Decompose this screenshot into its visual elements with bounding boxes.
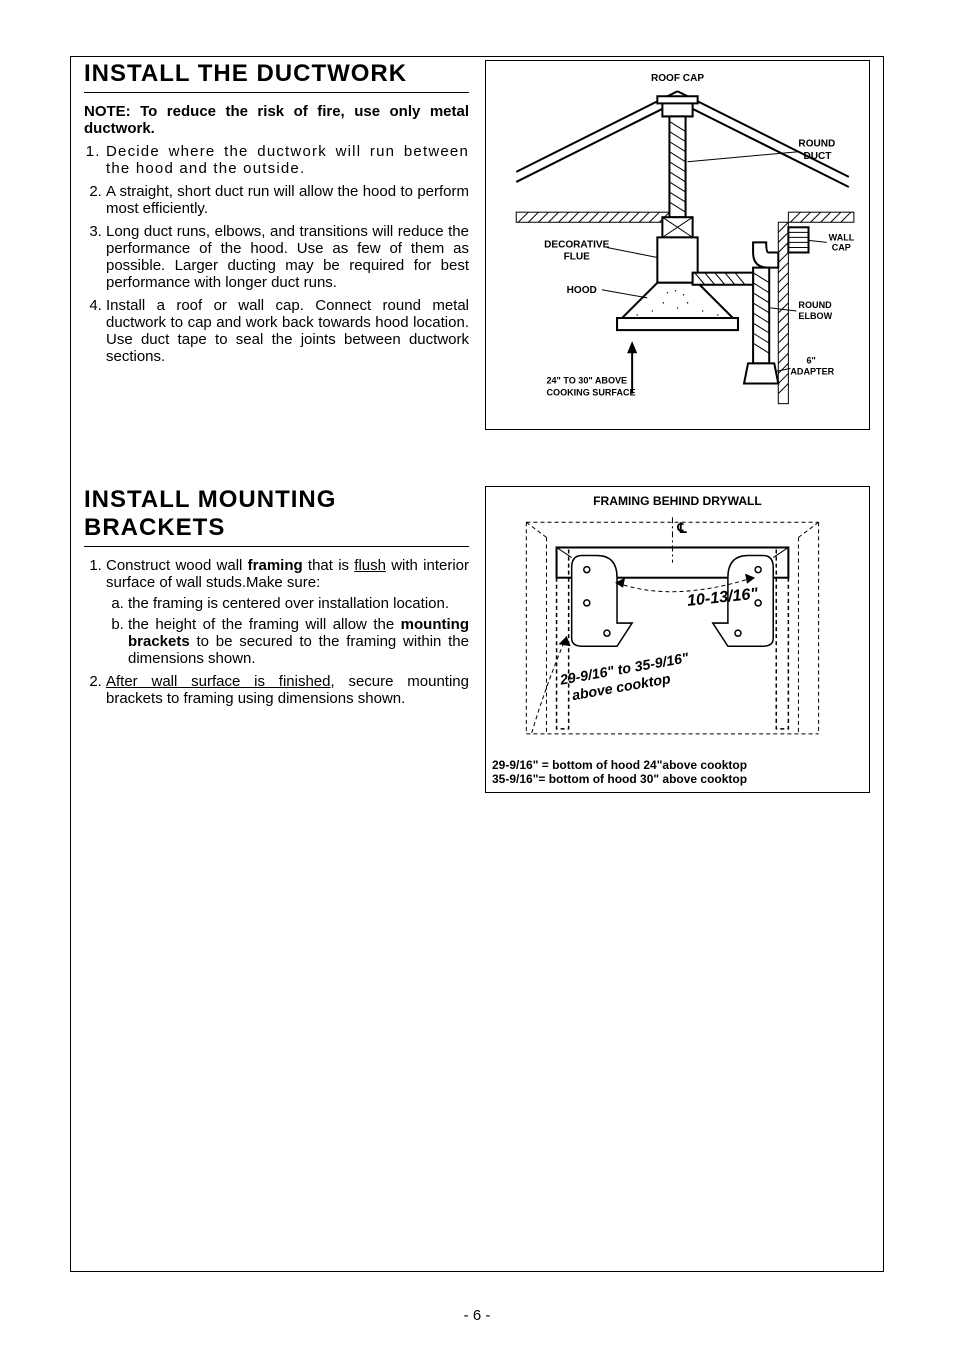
fig2-caption-line-2: 35-9/16"= bottom of hood 30" above cookt…	[492, 772, 863, 786]
brackets-svg: FRAMING BEHIND DRYWALL	[486, 487, 869, 749]
label-decorative-flue-2: FLUE	[564, 252, 591, 263]
label-round-duct-2: DUCT	[803, 151, 832, 162]
label-adapter-1: 6"	[807, 355, 816, 365]
s2-i1-mid: that is	[303, 557, 355, 574]
section-ductwork: INSTALL THE DUCTWORK NOTE: To reduce the…	[84, 60, 870, 430]
section1-list: Decide where the ductwork will run betwe…	[84, 143, 469, 365]
section1-item-2: A straight, short duct run will allow th…	[106, 183, 469, 217]
ductwork-svg: ROOF CAP	[486, 61, 869, 424]
section1-item-4: Install a roof or wall cap. Connect roun…	[106, 297, 469, 365]
section1-item-3: Long duct runs, elbows, and transitions …	[106, 223, 469, 291]
section1-note: NOTE: To reduce the risk of fire, use on…	[84, 103, 469, 137]
page-number: - 6 -	[0, 1307, 954, 1324]
section2-list: Construct wood wall framing that is flus…	[84, 557, 469, 707]
fig2-caption-line-1: 29-9/16" = bottom of hood 24"above cookt…	[492, 758, 863, 772]
label-round-elbow-2: ELBOW	[798, 311, 832, 321]
s2-i1-bold: framing	[248, 557, 303, 574]
label-wall-1: WALL	[829, 232, 855, 242]
centerline-symbol: ℄	[677, 519, 688, 535]
section2-sub-b: the height of the framing will allow the…	[128, 616, 469, 667]
s2-i1-pre: Construct wood wall	[106, 557, 248, 574]
page-content: INSTALL THE DUCTWORK NOTE: To reduce the…	[70, 48, 884, 805]
section2-item-2: After wall surface is finished, secure m…	[106, 673, 469, 707]
section2-sub-a: the framing is centered over installatio…	[128, 595, 469, 612]
section-brackets: INSTALL MOUNTING BRACKETS Construct wood…	[84, 486, 870, 793]
s2-sb-pre: the height of the framing will allow the	[128, 616, 401, 633]
section2-item-1: Construct wood wall framing that is flus…	[106, 557, 469, 667]
section2-title: INSTALL MOUNTING BRACKETS	[84, 486, 469, 547]
label-clearance-2: COOKING SURFACE	[546, 388, 635, 398]
fig2-caption: 29-9/16" = bottom of hood 24"above cookt…	[486, 754, 869, 792]
label-clearance-1: 24" TO 30" ABOVE	[546, 376, 627, 386]
s2-i2-ul: After wall surface is finished	[106, 673, 330, 690]
figure-ductwork: ROOF CAP	[485, 60, 870, 430]
section1-title: INSTALL THE DUCTWORK	[84, 60, 469, 93]
label-round-duct-1: ROUND	[798, 139, 835, 150]
label-roof-cap: ROOF CAP	[651, 73, 704, 84]
figure-brackets: FRAMING BEHIND DRYWALL	[485, 486, 870, 793]
s2-i1-ul: flush	[354, 557, 386, 574]
fig2-title: FRAMING BEHIND DRYWALL	[593, 494, 762, 508]
section1-item-1: Decide where the ductwork will run betwe…	[106, 143, 469, 177]
section2-sublist: the framing is centered over installatio…	[106, 595, 469, 667]
label-round-elbow-1: ROUND	[798, 300, 832, 310]
label-decorative-flue-1: DECORATIVE	[544, 239, 610, 250]
label-wall-2: CAP	[832, 242, 851, 252]
label-adapter-2: ADAPTER	[790, 366, 834, 376]
label-hood: HOOD	[567, 285, 597, 296]
